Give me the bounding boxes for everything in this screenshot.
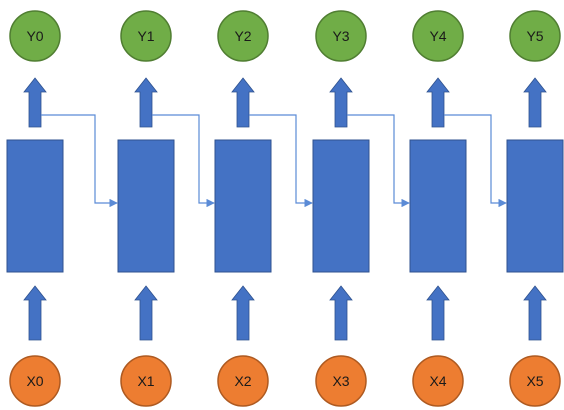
input-node-1 — [120, 355, 172, 407]
rnn-cell-1 — [117, 139, 175, 273]
output-node-4-label: Y4 — [429, 28, 446, 44]
output-node-5 — [509, 10, 561, 62]
input-node-0 — [9, 355, 61, 407]
input-node-5 — [509, 355, 561, 407]
recurrent-connector-0 — [41, 114, 118, 208]
input-node-2 — [217, 355, 269, 407]
input-node-1-label: X1 — [137, 373, 154, 389]
output-arrow-0 — [23, 77, 47, 128]
output-node-2-label: Y2 — [234, 28, 251, 44]
input-node-3 — [315, 355, 367, 407]
input-node-0-label: X0 — [26, 373, 43, 389]
rnn-cell-3 — [312, 139, 370, 273]
rnn-cell-2 — [214, 139, 272, 273]
output-node-2 — [217, 10, 269, 62]
rnn-cell-4 — [409, 139, 467, 273]
input-node-2-label: X2 — [234, 373, 251, 389]
output-arrow-2 — [231, 77, 255, 128]
output-arrow-3 — [329, 77, 353, 128]
rnn-cell-0 — [6, 139, 64, 273]
input-arrow-3 — [329, 285, 353, 341]
output-node-1-label: Y1 — [137, 28, 154, 44]
output-arrow-1 — [134, 77, 158, 128]
output-node-5-label: Y5 — [526, 28, 543, 44]
input-arrow-4 — [426, 285, 450, 341]
recurrent-connector-2 — [249, 114, 313, 208]
input-node-4-label: X4 — [429, 373, 446, 389]
output-node-0-label: Y0 — [26, 28, 43, 44]
input-node-4 — [412, 355, 464, 407]
output-arrow-4 — [426, 77, 450, 128]
output-arrow-5 — [523, 77, 547, 128]
input-arrow-2 — [231, 285, 255, 341]
input-arrow-0 — [23, 285, 47, 341]
recurrent-connector-1 — [152, 114, 215, 208]
input-node-3-label: X3 — [332, 373, 349, 389]
input-arrow-5 — [523, 285, 547, 341]
recurrent-connector-4 — [444, 114, 507, 208]
output-node-1 — [120, 10, 172, 62]
output-node-0 — [9, 10, 61, 62]
output-node-3-label: Y3 — [332, 28, 349, 44]
output-node-4 — [412, 10, 464, 62]
rnn-cell-5 — [506, 139, 564, 273]
input-arrow-1 — [134, 285, 158, 341]
output-node-3 — [315, 10, 367, 62]
recurrent-connector-3 — [347, 114, 410, 208]
input-node-5-label: X5 — [526, 373, 543, 389]
